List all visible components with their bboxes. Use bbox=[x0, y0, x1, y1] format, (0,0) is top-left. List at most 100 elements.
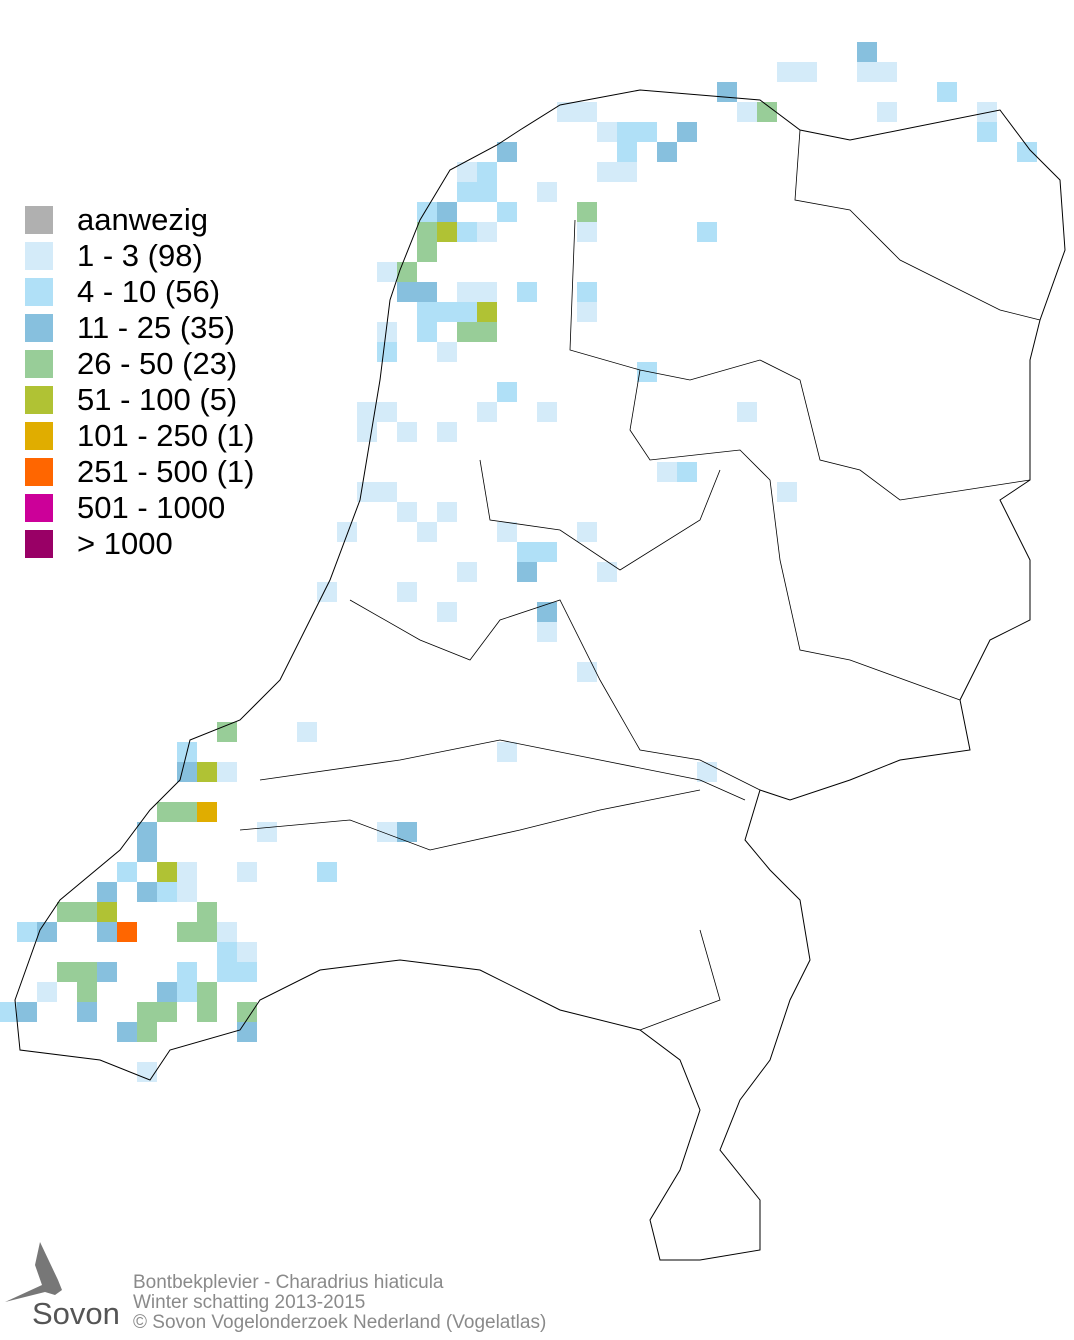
grid-cell bbox=[197, 802, 217, 822]
grid-cell bbox=[117, 922, 137, 942]
grid-cell bbox=[417, 222, 437, 242]
grid-cell bbox=[357, 422, 377, 442]
grid-cell bbox=[757, 102, 777, 122]
grid-cell bbox=[437, 222, 457, 242]
grid-cell bbox=[657, 142, 677, 162]
legend: aanwezig 1 - 3 (98) 4 - 10 (56) 11 - 25 … bbox=[25, 202, 255, 562]
legend-item: > 1000 bbox=[25, 526, 255, 562]
grid-cell bbox=[377, 262, 397, 282]
grid-cell bbox=[197, 982, 217, 1002]
grid-cell bbox=[397, 422, 417, 442]
grid-cell bbox=[177, 882, 197, 902]
province-borders bbox=[239, 129, 1041, 1031]
grid-cell bbox=[577, 102, 597, 122]
grid-cell bbox=[437, 602, 457, 622]
legend-swatch bbox=[25, 278, 53, 306]
grid-cell bbox=[697, 222, 717, 242]
grid-cell bbox=[377, 342, 397, 362]
grid-cell bbox=[397, 502, 417, 522]
grid-cell bbox=[477, 322, 497, 342]
grid-cell bbox=[97, 882, 117, 902]
legend-item: 11 - 25 (35) bbox=[25, 310, 255, 346]
grid-cell bbox=[77, 982, 97, 1002]
grid-cell bbox=[97, 922, 117, 942]
grid-cell bbox=[657, 462, 677, 482]
legend-label: 1 - 3 (98) bbox=[77, 238, 203, 273]
legend-label: 11 - 25 (35) bbox=[77, 310, 235, 345]
grid-cell bbox=[177, 982, 197, 1002]
grid-cell bbox=[697, 762, 717, 782]
grid-cell bbox=[157, 882, 177, 902]
legend-label: aanwezig bbox=[77, 202, 208, 237]
grid-cell bbox=[437, 342, 457, 362]
grid-cell bbox=[457, 302, 477, 322]
legend-item: 4 - 10 (56) bbox=[25, 274, 255, 310]
legend-label: 251 - 500 (1) bbox=[77, 454, 255, 489]
legend-swatch bbox=[25, 242, 53, 270]
grid-cell bbox=[437, 302, 457, 322]
grid-cell bbox=[577, 522, 597, 542]
legend-label: > 1000 bbox=[77, 526, 173, 561]
grid-cell bbox=[497, 522, 517, 542]
grid-cell bbox=[57, 902, 77, 922]
grid-cell bbox=[737, 102, 757, 122]
grid-cell bbox=[777, 62, 797, 82]
grid-cell bbox=[597, 562, 617, 582]
grid-cell bbox=[517, 562, 537, 582]
grid-cell bbox=[397, 262, 417, 282]
grid-cell bbox=[737, 402, 757, 422]
grid-cell bbox=[117, 1022, 137, 1042]
grid-cell bbox=[477, 302, 497, 322]
grid-cell bbox=[537, 182, 557, 202]
grid-cell bbox=[377, 322, 397, 342]
grid-cell bbox=[157, 802, 177, 822]
grid-cell bbox=[417, 242, 437, 262]
grid-cell bbox=[417, 522, 437, 542]
grid-cell bbox=[217, 942, 237, 962]
grid-cell bbox=[57, 962, 77, 982]
grid-cell bbox=[177, 862, 197, 882]
legend-item: 251 - 500 (1) bbox=[25, 454, 255, 490]
legend-item: aanwezig bbox=[25, 202, 255, 238]
grid-cell bbox=[937, 82, 957, 102]
grid-cell bbox=[617, 162, 637, 182]
grid-cell bbox=[417, 322, 437, 342]
grid-cell bbox=[117, 862, 137, 882]
grid-cell bbox=[197, 902, 217, 922]
grid-cell bbox=[397, 582, 417, 602]
grid-cell bbox=[397, 282, 417, 302]
species-name: Bontbekplevier - Charadrius hiaticula bbox=[133, 1272, 444, 1293]
grid-cell bbox=[457, 322, 477, 342]
grid-cell bbox=[497, 142, 517, 162]
grid-cell bbox=[437, 502, 457, 522]
grid-cell bbox=[1017, 142, 1037, 162]
grid-cell bbox=[137, 1022, 157, 1042]
grid-cell bbox=[497, 382, 517, 402]
legend-swatch bbox=[25, 386, 53, 414]
sovon-swallow-logo bbox=[5, 1242, 62, 1302]
grid-cell bbox=[77, 902, 97, 922]
grid-cell bbox=[577, 662, 597, 682]
grid-cell bbox=[197, 922, 217, 942]
grid-cell bbox=[237, 962, 257, 982]
grid-cell bbox=[437, 422, 457, 442]
grid-cell bbox=[497, 202, 517, 222]
grid-cell bbox=[637, 362, 657, 382]
grid-cell bbox=[637, 122, 657, 142]
grid-cell bbox=[377, 482, 397, 502]
grid-cell bbox=[537, 542, 557, 562]
grid-cell bbox=[577, 202, 597, 222]
grid-cell bbox=[877, 102, 897, 122]
grid-cell bbox=[17, 922, 37, 942]
grid-cell bbox=[377, 822, 397, 842]
legend-swatch bbox=[25, 494, 53, 522]
grid-cell bbox=[137, 882, 157, 902]
grid-cell bbox=[237, 1022, 257, 1042]
grid-cell bbox=[977, 122, 997, 142]
grid-cell bbox=[457, 282, 477, 302]
grid-cell bbox=[797, 62, 817, 82]
logo-text: Sovon bbox=[32, 1296, 120, 1331]
grid-cell bbox=[577, 282, 597, 302]
